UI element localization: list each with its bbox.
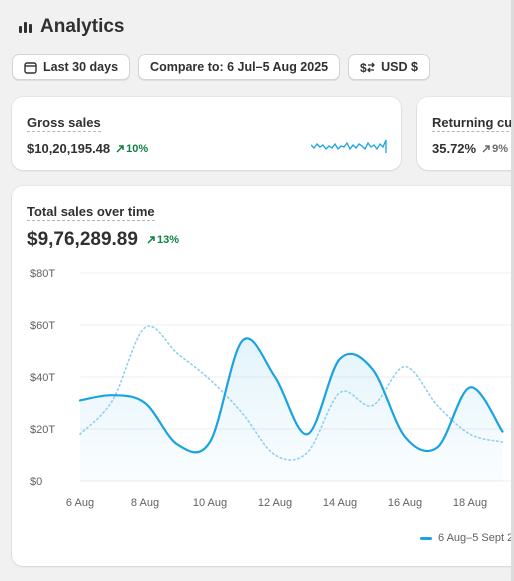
gross-sales-card[interactable]: Gross sales $10,20,195.48 10% [12, 97, 401, 170]
compare-label: Compare to: 6 Jul–5 Aug 2025 [150, 60, 328, 74]
total-sales-delta-value: 13% [157, 234, 179, 246]
x-tick-label: 8 Aug [131, 497, 159, 509]
bar-chart-icon [18, 20, 34, 34]
y-tick-label: $20T [30, 424, 55, 436]
currency-label: USD $ [381, 60, 418, 74]
legend-label: 6 Aug–5 Sept 2 [438, 532, 513, 544]
date-range-label: Last 30 days [43, 60, 118, 74]
legend-swatch [420, 537, 432, 540]
arrow-up-right-icon [116, 145, 124, 153]
total-sales-card: $0 $20T $40T $60T $80T 6 Aug 8 Aug 10 Aug 12 Aug… [12, 186, 514, 566]
gross-sales-delta-value: 10% [126, 143, 148, 155]
total-sales-label: Total sales over time [27, 204, 155, 221]
returning-customers-label: Returning cus [432, 115, 514, 132]
returning-customers-delta-value: 9% [492, 143, 508, 155]
gross-sales-value-row: $10,20,195.48 10% [27, 141, 148, 156]
returning-customers-value-row: 35.72% 9% [432, 141, 508, 156]
currency-button[interactable]: $ USD $ [348, 54, 430, 80]
gross-sales-sparkline [311, 137, 387, 157]
gross-sales-label: Gross sales [27, 115, 101, 132]
compare-button[interactable]: Compare to: 6 Jul–5 Aug 2025 [138, 54, 340, 80]
currency-exchange-icon: $ [360, 61, 375, 74]
total-sales-delta: 13% [147, 234, 179, 246]
x-tick-label: 6 Aug [66, 497, 94, 509]
x-tick-label: 12 Aug [258, 497, 292, 509]
x-tick-label: 18 Aug [453, 497, 487, 509]
gross-sales-delta: 10% [116, 143, 148, 155]
page-title: Analytics [40, 16, 124, 38]
gross-sales-value: $10,20,195.48 [27, 141, 110, 156]
y-tick-label: $60T [30, 320, 55, 332]
returning-customers-delta: 9% [482, 143, 508, 155]
x-tick-label: 14 Aug [323, 497, 357, 509]
date-range-button[interactable]: Last 30 days [12, 54, 130, 80]
total-sales-value-row: $9,76,289.89 13% [27, 229, 179, 251]
svg-text:$: $ [360, 61, 367, 74]
y-tick-label: $0 [30, 476, 42, 488]
calendar-icon [24, 61, 37, 74]
page-header: Analytics [18, 16, 124, 38]
y-tick-label: $80T [30, 268, 55, 280]
returning-customers-card[interactable]: Returning cus 35.72% 9% [417, 97, 514, 170]
chart-legend[interactable]: 6 Aug–5 Sept 2 [420, 532, 513, 544]
arrow-up-right-icon [482, 145, 490, 153]
arrow-up-right-icon [147, 236, 155, 244]
total-sales-value: $9,76,289.89 [27, 229, 138, 251]
y-tick-label: $40T [30, 372, 55, 384]
toolbar: Last 30 days Compare to: 6 Jul–5 Aug 202… [12, 54, 430, 80]
returning-customers-value: 35.72% [432, 141, 476, 156]
x-tick-label: 16 Aug [388, 497, 422, 509]
x-tick-label: 10 Aug [193, 497, 227, 509]
